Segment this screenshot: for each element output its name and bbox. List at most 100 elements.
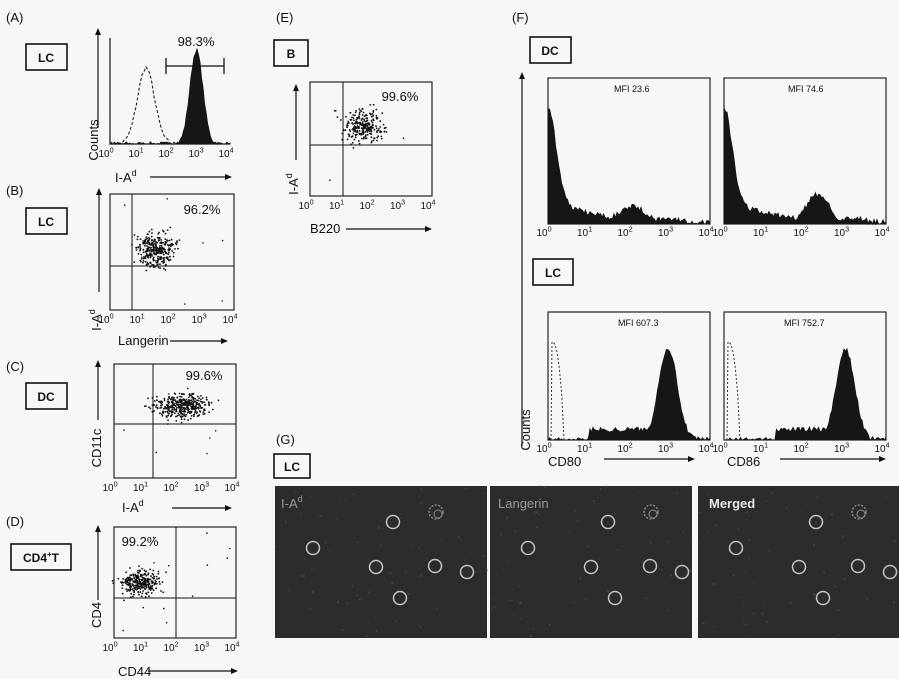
scatter-point <box>356 122 359 125</box>
noise-speck <box>613 512 616 515</box>
noise-speck <box>573 601 575 604</box>
micrographs <box>275 485 899 638</box>
tick-label: 100 <box>298 198 313 213</box>
micrograph-labels: I-Ad Langerin Merged <box>281 494 755 511</box>
scatter-point <box>150 228 153 231</box>
scatter-point <box>366 122 369 125</box>
tick-exponent: 4 <box>886 441 890 450</box>
noise-speck <box>748 539 751 542</box>
histogram-fill <box>723 107 887 226</box>
noise-speck <box>482 492 484 495</box>
scatter-point <box>371 127 374 129</box>
scatter-point <box>155 261 158 264</box>
scatter-point <box>362 133 365 136</box>
scatter-point <box>181 406 183 409</box>
noise-speck <box>705 622 708 624</box>
scatter-point <box>193 408 196 410</box>
tick-label: 102 <box>617 225 632 240</box>
cell-cluster <box>851 504 867 520</box>
scatter-point <box>122 629 124 632</box>
scatter-point <box>159 412 161 415</box>
scatter-point <box>131 588 134 591</box>
scatter-point <box>200 398 202 401</box>
noise-speck <box>652 607 654 609</box>
y-arrow-head <box>519 72 525 79</box>
noise-speck <box>544 486 547 489</box>
scatter-point <box>191 393 194 396</box>
scatter-point <box>146 242 149 245</box>
noise-speck <box>482 555 485 557</box>
scatter-point <box>175 406 178 409</box>
noise-speck <box>688 539 689 541</box>
scatter-point <box>146 261 149 264</box>
scatter-point <box>368 123 371 126</box>
scatter-point <box>157 248 160 251</box>
scatter-point <box>351 141 354 144</box>
scatter-point <box>176 396 179 399</box>
noise-speck <box>389 572 392 575</box>
scatter-point <box>138 585 141 588</box>
panel-e-letter: (E) <box>276 10 293 25</box>
scatter-point <box>164 232 167 235</box>
noise-speck <box>380 544 383 547</box>
scatter-point <box>147 586 150 588</box>
noise-speck <box>707 530 709 532</box>
noise-speck <box>512 613 514 616</box>
noise-speck <box>593 502 596 505</box>
noise-speck <box>346 602 348 604</box>
scatter-point <box>167 411 169 414</box>
scatter-point <box>133 593 135 596</box>
tick-exponent: 3 <box>200 146 204 155</box>
tick-exponent: 2 <box>371 198 375 207</box>
scatter-point <box>369 126 372 129</box>
scatter-point <box>372 109 375 112</box>
scatter-point <box>160 413 163 416</box>
scatter-point <box>375 108 378 111</box>
scatter-point <box>349 112 352 114</box>
cell-outline <box>520 540 536 556</box>
tick-label: 101 <box>577 225 592 240</box>
noise-speck <box>597 558 600 560</box>
scatter-point <box>192 406 194 408</box>
panel-c-ylabel: CD11c <box>89 428 104 467</box>
tick-base: 10 <box>753 444 765 455</box>
scatter-point <box>197 407 200 410</box>
scatter-point <box>160 402 163 405</box>
tick-label: 100 <box>536 441 551 456</box>
scatter-point <box>183 413 186 415</box>
scatter-point <box>152 264 155 266</box>
scatter-point <box>143 583 146 586</box>
scatter-point <box>144 588 147 591</box>
noise-speck <box>400 513 403 515</box>
noise-speck <box>529 635 532 638</box>
scatter-point <box>197 406 200 409</box>
noise-speck <box>464 487 467 490</box>
noise-speck <box>490 607 493 610</box>
cell-cluster <box>433 509 443 519</box>
scatter-point <box>155 253 157 256</box>
noise-speck <box>617 548 620 551</box>
histogram-lc-cd80: 100 101 102 103 104 <box>536 311 714 456</box>
scatter-point <box>151 244 154 247</box>
scatter-point <box>363 115 366 118</box>
scatter-point <box>117 577 120 580</box>
noise-speck <box>893 540 896 543</box>
noise-speck <box>592 499 595 503</box>
scatter-point <box>191 595 194 597</box>
noise-speck <box>328 549 331 551</box>
scatter-point <box>358 133 361 136</box>
scatter-point <box>141 582 144 584</box>
cell-outline <box>385 514 401 530</box>
tick-exponent: 1 <box>144 480 148 489</box>
scatter-point <box>156 399 158 402</box>
panel-c-letter: (C) <box>6 359 24 374</box>
scatter-point <box>180 412 183 415</box>
scatter-point <box>361 117 364 120</box>
scatter-point <box>162 251 165 254</box>
scatter-point <box>129 567 131 569</box>
noise-speck <box>539 485 542 487</box>
noise-speck <box>463 571 465 574</box>
scatter-point <box>190 401 193 404</box>
scatter-point <box>364 131 367 133</box>
tick-exponent: 3 <box>845 441 849 450</box>
